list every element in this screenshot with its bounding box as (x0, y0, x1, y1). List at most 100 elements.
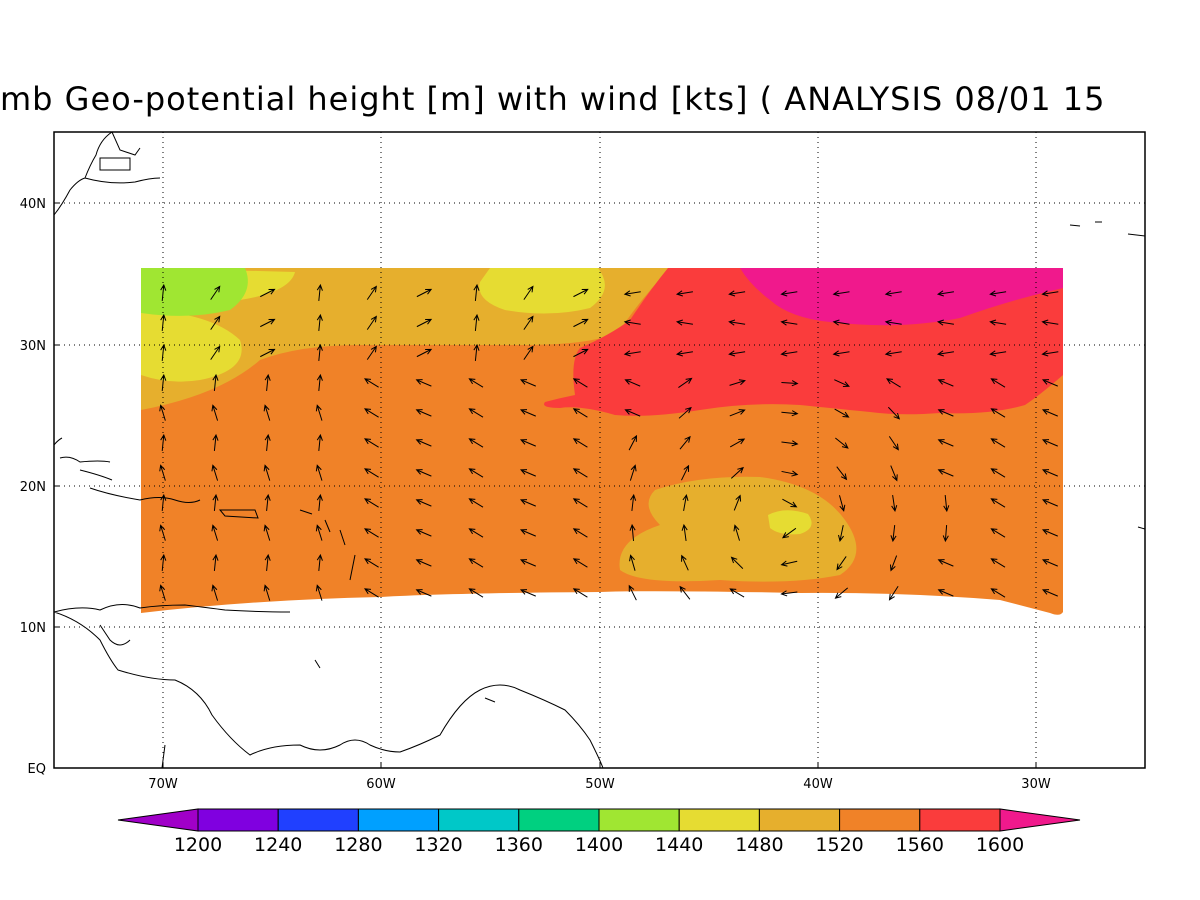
wind-arrow (468, 408, 484, 418)
wind-arrow (212, 373, 219, 392)
wind-arrow (264, 433, 271, 452)
wind-arrow (937, 589, 954, 597)
wind-arrow (990, 408, 1006, 418)
wind-arrow (630, 493, 637, 512)
wind-arrow (212, 433, 219, 452)
wind-arrow (363, 528, 379, 538)
wind-arrow (573, 288, 589, 298)
wind-arrow (681, 554, 689, 571)
wind-arrow (679, 585, 691, 600)
wind-arrow (888, 585, 899, 601)
wind-arrow (260, 348, 276, 358)
wind-arrow (416, 288, 433, 298)
wind-arrow (263, 404, 271, 421)
wind-arrow (729, 379, 746, 386)
wind-arrow (628, 434, 638, 451)
wind-arrow (730, 466, 744, 479)
lat-label-eq: EQ (28, 762, 46, 777)
wind-arrow (675, 290, 693, 297)
wind-arrow (989, 350, 1007, 357)
lon-label-30w: 30W (1021, 777, 1051, 792)
colorbar-swatch (197, 808, 279, 832)
wind-arrow (211, 464, 219, 481)
colorbar-level-label: 1200 (174, 834, 222, 856)
colorbar-level-label: 1360 (495, 834, 543, 856)
colorbar-swatch (919, 808, 1001, 832)
wind-arrow (728, 319, 746, 326)
wind-arrow (468, 558, 484, 568)
colorbar-swatch (678, 808, 760, 832)
wind-arrow (316, 373, 323, 392)
wind-arrow (1041, 499, 1058, 507)
wind-arrow (781, 527, 797, 539)
lat-label-40n: 40N (20, 197, 46, 212)
wind-arrow (316, 313, 323, 332)
wind-arrow (782, 498, 798, 508)
wind-arrow (468, 438, 484, 448)
wind-arrow (366, 315, 377, 330)
wind-arrow (468, 528, 484, 538)
wind-arrow (260, 288, 276, 298)
wind-arrow (780, 319, 798, 326)
wind-arrow (315, 524, 323, 541)
colorbar (117, 808, 1081, 832)
wind-arrow (629, 464, 637, 481)
map-title: mb Geo-potential height [m] with wind [k… (0, 80, 1106, 118)
tick-marks (54, 202, 1037, 768)
wind-arrow (315, 584, 323, 601)
wind-arrow (834, 379, 850, 387)
wind-arrow (212, 493, 219, 512)
wind-arrow (210, 345, 221, 360)
colorbar-level-label: 1240 (254, 834, 302, 856)
wind-arrow (523, 285, 534, 300)
colorbar-high-arrow (999, 808, 1081, 832)
wind-arrow (1041, 589, 1058, 597)
wind-arrow (519, 379, 536, 387)
wind-arrow (366, 285, 377, 300)
wind-arrow (834, 408, 850, 418)
wind-arrow (1041, 469, 1058, 477)
wind-arrow (728, 290, 746, 297)
wind-arrow (363, 468, 379, 478)
wind-arrow (415, 469, 432, 477)
wind-arrow (363, 558, 379, 568)
wind-arrow (415, 499, 432, 507)
wind-arrow (1041, 350, 1059, 357)
wind-arrow (468, 468, 484, 478)
wind-arrow (468, 588, 484, 598)
coastlines (54, 132, 1145, 768)
wind-arrow (990, 588, 1006, 598)
wind-arrow (936, 290, 954, 297)
wind-arrow (623, 350, 641, 357)
field-green (141, 268, 248, 316)
wind-arrow (884, 290, 902, 297)
wind-arrow (678, 406, 692, 419)
wind-arrow (416, 318, 433, 328)
wind-arrow (315, 464, 323, 481)
colorbar-level-label: 1400 (575, 834, 623, 856)
wind-arrow (316, 343, 323, 362)
wind-arrow (1041, 409, 1058, 417)
wind-arrow (211, 404, 219, 421)
wind-arrow (890, 465, 898, 482)
wind-arrow (629, 554, 636, 571)
wind-arrow (415, 439, 432, 447)
wind-arrow (316, 493, 323, 512)
wind-arrow (316, 553, 323, 572)
wind-arrow (836, 556, 847, 571)
wind-arrow (937, 559, 954, 567)
wind-arrow (260, 318, 276, 328)
wind-arrow (264, 373, 271, 392)
wind-arrow (572, 498, 588, 508)
wind-arrow (889, 555, 898, 572)
wind-arrow (990, 498, 1006, 508)
field-magenta (740, 268, 1063, 326)
colorbar-swatch (758, 808, 841, 832)
wind-arrow (781, 410, 799, 417)
wind-arrow (834, 587, 849, 599)
wind-arrow (936, 350, 954, 357)
wind-arrow (363, 588, 379, 598)
colorbar-swatch (518, 808, 600, 832)
wind-arrow (572, 468, 588, 478)
